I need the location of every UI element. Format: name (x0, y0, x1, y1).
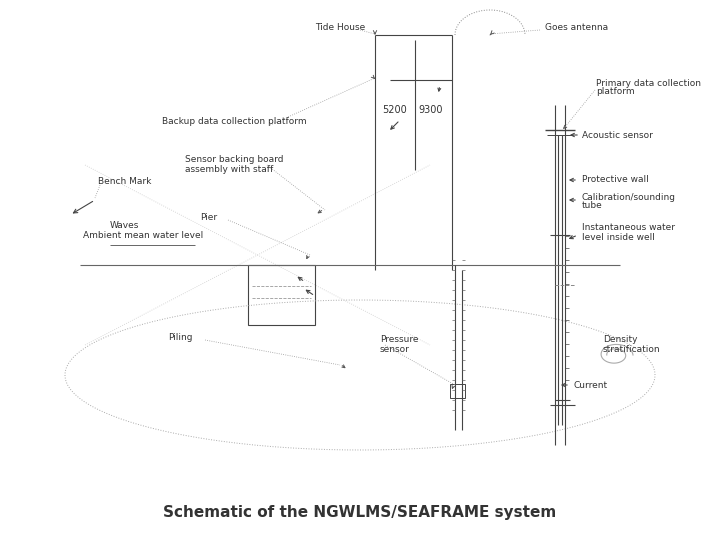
Text: assembly with staff: assembly with staff (185, 165, 274, 173)
Text: Schematic of the NGWLMS/SEAFRAME system: Schematic of the NGWLMS/SEAFRAME system (163, 504, 557, 519)
Text: Density: Density (603, 335, 637, 345)
Text: Piling: Piling (168, 334, 192, 342)
Text: Goes antenna: Goes antenna (545, 23, 608, 31)
Text: Pier: Pier (200, 213, 217, 221)
Text: Current: Current (574, 381, 608, 389)
Text: Primary data collection: Primary data collection (596, 78, 701, 87)
Text: stratification: stratification (603, 345, 661, 354)
Text: level inside well: level inside well (582, 233, 655, 241)
Text: Sensor backing board: Sensor backing board (185, 156, 284, 165)
Bar (450, 384, 465, 398)
Bar (248, 265, 315, 325)
Text: Backup data collection platform: Backup data collection platform (162, 118, 307, 126)
Text: 5200: 5200 (382, 105, 407, 115)
Text: platform: platform (596, 87, 634, 97)
Text: Calibration/sounding: Calibration/sounding (582, 192, 676, 201)
Text: sensor: sensor (380, 345, 410, 354)
Text: Tide House: Tide House (315, 23, 365, 31)
Text: Pressure: Pressure (380, 335, 418, 345)
Text: Instantaneous water: Instantaneous water (582, 224, 675, 233)
Text: 9300: 9300 (418, 105, 443, 115)
Text: Waves: Waves (110, 220, 140, 230)
Text: Protective wall: Protective wall (582, 176, 649, 185)
Text: Acoustic sensor: Acoustic sensor (582, 131, 653, 139)
Text: tube: tube (582, 201, 603, 211)
Text: Ambient mean water level: Ambient mean water level (83, 231, 203, 240)
Text: Bench Mark: Bench Mark (98, 178, 151, 186)
